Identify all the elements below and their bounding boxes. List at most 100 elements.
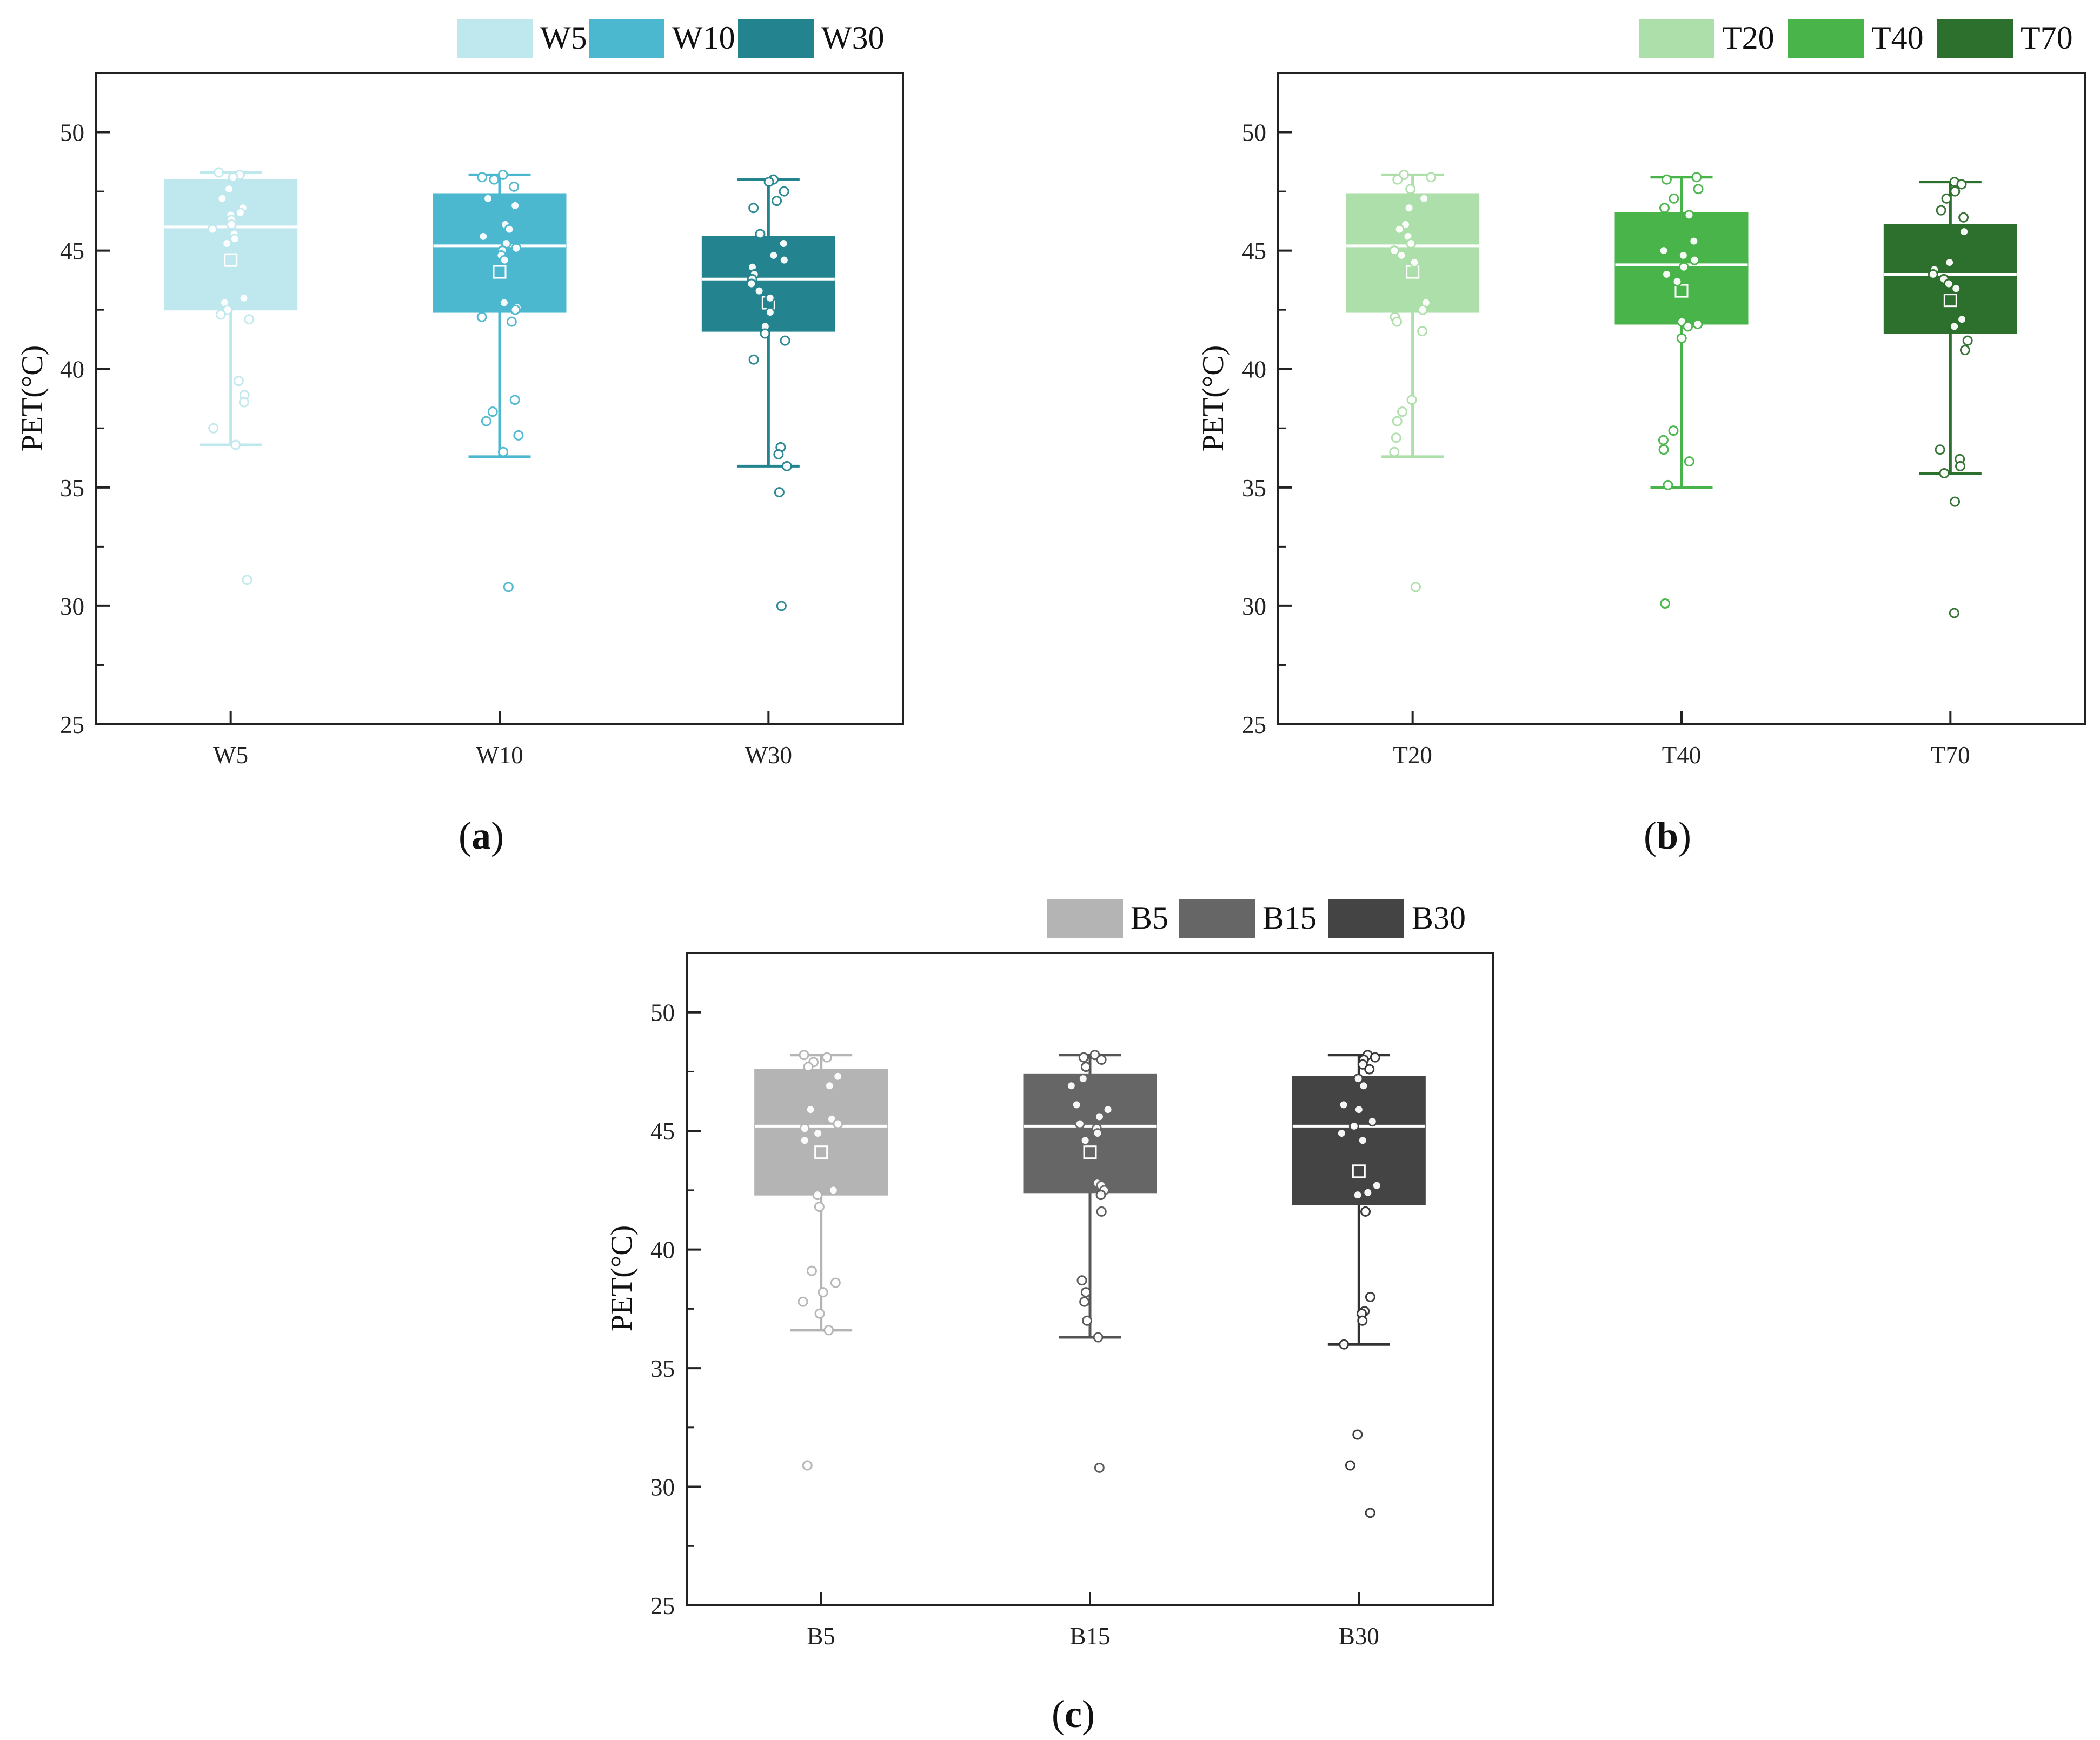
data-point [1949, 321, 1960, 332]
legend-c: B5 B15 B30 [1047, 899, 1466, 938]
data-point [506, 316, 517, 327]
data-point [1692, 318, 1703, 329]
caption-c: (c) [1052, 1692, 1095, 1736]
data-point [1370, 1052, 1380, 1063]
data-point [754, 285, 765, 296]
data-point [510, 304, 521, 315]
data-point [803, 1062, 814, 1072]
y-tick-label: 50 [650, 999, 675, 1026]
x-tick-label: T70 [1931, 742, 1970, 769]
x-tick-label: W10 [476, 742, 523, 769]
legend-a: W5 W10 W30 [457, 19, 885, 58]
data-point [1689, 255, 1700, 265]
data-point [1944, 257, 1955, 268]
mean-marker [1352, 1164, 1366, 1178]
data-point [779, 255, 789, 265]
data-point [483, 193, 494, 204]
data-point [1951, 283, 1962, 294]
data-point [798, 1296, 808, 1307]
data-point [763, 177, 774, 188]
box-iqr [1023, 1073, 1157, 1194]
boxes-c [754, 1050, 1426, 1518]
mean-marker [224, 253, 238, 267]
data-point [513, 430, 524, 441]
legend-item-b15: B15 [1179, 899, 1317, 938]
data-point [1419, 193, 1430, 204]
data-point [233, 376, 244, 386]
data-point [1348, 1121, 1359, 1131]
box-group-w30 [701, 174, 835, 611]
data-point [223, 184, 234, 195]
legend-label: B5 [1131, 900, 1168, 936]
mean-marker [1943, 294, 1957, 308]
data-point [1079, 1296, 1090, 1307]
data-point [1076, 1275, 1087, 1286]
data-point [779, 186, 789, 197]
caption-letter-b: b [1657, 814, 1678, 857]
boxes-a [164, 167, 835, 611]
data-point [228, 172, 238, 183]
data-point [213, 167, 224, 178]
data-point [1353, 1074, 1364, 1084]
x-tick-label: B30 [1339, 1623, 1379, 1650]
data-point [1353, 1104, 1364, 1115]
y-tick-label: 35 [60, 475, 84, 502]
y-tick-label: 40 [60, 356, 84, 383]
legend-swatch [1639, 19, 1714, 58]
box-group-t70 [1883, 177, 2017, 618]
data-point [1955, 461, 1966, 471]
y-axis-label-b: PET(°C) [1197, 345, 1230, 452]
data-point [773, 449, 784, 459]
legend-swatch [1328, 899, 1404, 938]
data-point [478, 231, 489, 242]
data-point [1935, 444, 1945, 455]
y-tick-label: 30 [1242, 593, 1266, 620]
box-group-t40 [1614, 172, 1749, 609]
data-point [1693, 184, 1704, 195]
legend-label: T20 [1722, 20, 1775, 56]
data-point [1672, 276, 1683, 287]
data-point [1684, 456, 1694, 467]
y-tick-label: 30 [650, 1474, 675, 1501]
data-point [1078, 1052, 1089, 1063]
legend-item-t70: T70 [1937, 19, 2073, 58]
x-axis-b: T20 T40 T70 [1393, 711, 1970, 769]
x-tick-label: B15 [1069, 1623, 1110, 1650]
data-point [1949, 608, 1959, 618]
data-point [1678, 250, 1689, 261]
data-point [1936, 205, 1946, 216]
caption-b: (b) [1644, 814, 1691, 857]
data-point [765, 307, 775, 318]
boxes-b [1346, 169, 2017, 618]
data-point [814, 1202, 825, 1212]
data-point [1404, 203, 1414, 214]
data-point [499, 297, 509, 308]
data-point [1391, 432, 1401, 443]
data-point [1409, 257, 1420, 268]
data-point [1956, 179, 1967, 190]
data-point [1660, 598, 1671, 609]
data-point [1365, 1508, 1375, 1518]
data-point [1352, 1190, 1363, 1201]
data-point [806, 1265, 817, 1276]
data-point [1662, 269, 1672, 279]
data-point [1082, 1315, 1093, 1326]
data-point [1410, 582, 1421, 592]
y-axis-b: 25 30 35 40 45 50 [1242, 119, 1292, 738]
data-point [504, 224, 515, 235]
x-tick-label: W5 [213, 742, 248, 769]
data-point [1417, 326, 1428, 337]
mean-marker [1674, 284, 1689, 298]
legend-swatch [457, 19, 533, 58]
legend-item-t40: T40 [1788, 19, 1924, 58]
data-point [1094, 1111, 1105, 1122]
data-point [1957, 314, 1968, 325]
data-point [1392, 316, 1403, 327]
y-tick-label: 50 [60, 119, 84, 146]
data-point [1339, 1339, 1350, 1350]
data-point [1959, 345, 1970, 356]
data-point [1392, 174, 1403, 185]
data-point [1071, 1099, 1082, 1110]
data-point [1338, 1099, 1349, 1110]
data-point [1426, 172, 1437, 183]
